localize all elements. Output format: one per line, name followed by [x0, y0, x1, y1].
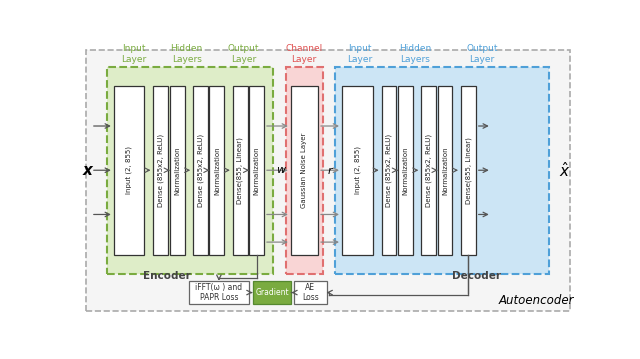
Text: Dense(855, Linear): Dense(855, Linear) [237, 137, 243, 204]
Text: Normalization: Normalization [442, 146, 448, 195]
Text: Normalization: Normalization [174, 146, 180, 195]
Text: Autoencoder: Autoencoder [499, 294, 574, 307]
Text: Input (2, 855): Input (2, 855) [126, 146, 132, 194]
FancyBboxPatch shape [189, 281, 248, 304]
Text: Gradient: Gradient [255, 288, 289, 297]
Text: Dense (855x2, ReLU): Dense (855x2, ReLU) [197, 134, 204, 207]
Text: Input (2, 855): Input (2, 855) [354, 146, 360, 194]
Text: Decoder: Decoder [452, 271, 501, 281]
Text: Dense (855x2, ReLU): Dense (855x2, ReLU) [426, 134, 432, 207]
Text: Dense (855x2, ReLU): Dense (855x2, ReLU) [157, 134, 164, 207]
FancyBboxPatch shape [421, 86, 436, 255]
FancyBboxPatch shape [291, 86, 318, 255]
Text: Hidden
Layers: Hidden Layers [170, 45, 203, 64]
Text: Normalization: Normalization [253, 146, 260, 195]
Text: Normalization: Normalization [403, 146, 408, 195]
Text: AE
Loss: AE Loss [302, 283, 319, 302]
Text: Output
Layer: Output Layer [228, 45, 259, 64]
Text: Encoder: Encoder [143, 271, 191, 281]
Text: iFFT(ω ) and
PAPR Loss: iFFT(ω ) and PAPR Loss [195, 283, 243, 302]
Text: Output
Layer: Output Layer [466, 45, 497, 64]
FancyBboxPatch shape [170, 86, 185, 255]
Text: Input
Layer: Input Layer [121, 45, 146, 64]
FancyBboxPatch shape [461, 86, 476, 255]
Text: $\boldsymbol{x}$: $\boldsymbol{x}$ [81, 163, 94, 178]
FancyBboxPatch shape [294, 281, 326, 304]
FancyBboxPatch shape [193, 86, 208, 255]
Text: Gaussian Noise Layer: Gaussian Noise Layer [301, 132, 307, 208]
FancyBboxPatch shape [209, 86, 225, 255]
Text: Input
Layer: Input Layer [348, 45, 373, 64]
FancyBboxPatch shape [381, 86, 396, 255]
Text: Dense(855, Linear): Dense(855, Linear) [465, 137, 472, 204]
FancyBboxPatch shape [249, 86, 264, 255]
FancyBboxPatch shape [438, 86, 452, 255]
Text: $w$: $w$ [276, 165, 287, 175]
FancyBboxPatch shape [253, 281, 291, 304]
FancyBboxPatch shape [335, 66, 548, 274]
Text: Hidden
Layers: Hidden Layers [399, 45, 431, 64]
Text: $r$: $r$ [328, 165, 335, 176]
FancyBboxPatch shape [114, 86, 145, 255]
FancyBboxPatch shape [154, 86, 168, 255]
FancyBboxPatch shape [398, 86, 413, 255]
FancyBboxPatch shape [108, 66, 273, 274]
Text: $\hat{x}$: $\hat{x}$ [559, 161, 571, 180]
FancyBboxPatch shape [286, 66, 323, 274]
Text: Dense (855x2, ReLU): Dense (855x2, ReLU) [386, 134, 392, 207]
FancyBboxPatch shape [233, 86, 248, 255]
FancyBboxPatch shape [86, 50, 570, 311]
Text: Channel
Layer: Channel Layer [285, 45, 323, 64]
FancyBboxPatch shape [342, 86, 372, 255]
Text: Normalization: Normalization [214, 146, 220, 195]
